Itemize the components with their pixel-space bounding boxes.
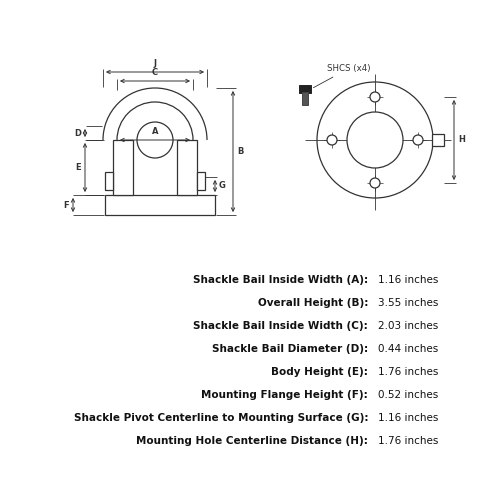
Text: 1.76 inches: 1.76 inches (378, 367, 438, 377)
Circle shape (137, 122, 173, 158)
Text: A: A (152, 127, 158, 136)
Text: Shackle Bail Inside Width (A):: Shackle Bail Inside Width (A): (193, 275, 368, 285)
Circle shape (327, 135, 337, 145)
Text: Shackle Bail Diameter (D):: Shackle Bail Diameter (D): (212, 344, 368, 354)
Bar (105, 172, 113, 190)
Text: H: H (458, 136, 465, 144)
Text: D: D (74, 128, 81, 138)
Circle shape (370, 92, 380, 102)
Text: E: E (76, 163, 81, 172)
Text: 0.44 inches: 0.44 inches (378, 344, 438, 354)
Text: Shackle Bail Inside Width (C):: Shackle Bail Inside Width (C): (193, 321, 368, 331)
Text: 1.16 inches: 1.16 inches (378, 413, 438, 423)
Text: Overall Height (B):: Overall Height (B): (258, 298, 368, 308)
Text: 1.16 inches: 1.16 inches (378, 275, 438, 285)
Text: SHCS (x4): SHCS (x4) (314, 64, 370, 88)
Circle shape (347, 112, 403, 168)
Text: C: C (152, 68, 158, 77)
Bar (177, 140, 197, 195)
Bar (113, 140, 133, 195)
Text: Shackle Pivot Centerline to Mounting Surface (G):: Shackle Pivot Centerline to Mounting Sur… (74, 413, 368, 423)
Circle shape (413, 135, 423, 145)
Circle shape (317, 82, 433, 198)
Text: 0.52 inches: 0.52 inches (378, 390, 438, 400)
Circle shape (370, 178, 380, 188)
Bar (299, 85, 311, 93)
Bar (197, 172, 205, 190)
Bar (105, 195, 215, 215)
Text: J: J (154, 59, 156, 68)
Bar (432, 134, 444, 146)
Text: Mounting Flange Height (F):: Mounting Flange Height (F): (201, 390, 368, 400)
Text: G: G (219, 182, 226, 190)
Text: Mounting Hole Centerline Distance (H):: Mounting Hole Centerline Distance (H): (136, 436, 368, 446)
Bar (302, 92, 308, 105)
Text: Body Height (E):: Body Height (E): (271, 367, 368, 377)
Text: 1.76 inches: 1.76 inches (378, 436, 438, 446)
Text: 3.55 inches: 3.55 inches (378, 298, 438, 308)
Text: B: B (237, 147, 244, 156)
Text: F: F (64, 200, 69, 209)
Text: 2.03 inches: 2.03 inches (378, 321, 438, 331)
